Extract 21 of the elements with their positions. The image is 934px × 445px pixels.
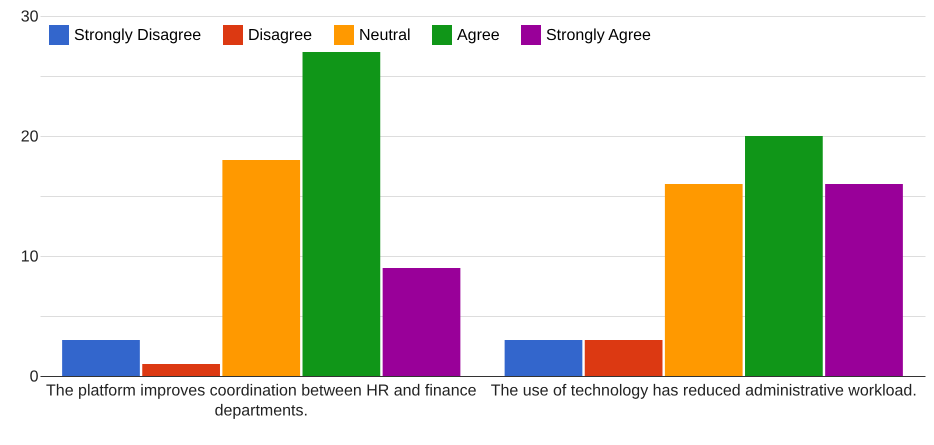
x-tick-label: The use of technology has reduced administrative workload.	[490, 382, 917, 400]
y-tick-label: 10	[20, 248, 39, 266]
bar	[382, 268, 460, 376]
bar	[745, 136, 823, 376]
legend-label: Strongly Disagree	[74, 27, 202, 44]
bar	[302, 52, 380, 376]
bar	[504, 340, 582, 376]
y-tick-label: 0	[30, 368, 39, 386]
bar	[142, 364, 220, 376]
legend-label: Strongly Agree	[546, 27, 652, 44]
bar	[664, 184, 743, 376]
x-tick-label: The platform improves coordination between HR and finance departments.	[46, 382, 477, 420]
legend-label: Neutral	[359, 27, 411, 44]
bar	[62, 340, 140, 376]
y-tick-label: 20	[20, 128, 39, 146]
legend-label: Agree	[457, 27, 500, 44]
bar	[222, 160, 300, 376]
y-tick-label: 30	[20, 8, 39, 26]
legend-label: Disagree	[248, 27, 312, 44]
bar	[584, 340, 662, 376]
bar	[825, 184, 903, 376]
